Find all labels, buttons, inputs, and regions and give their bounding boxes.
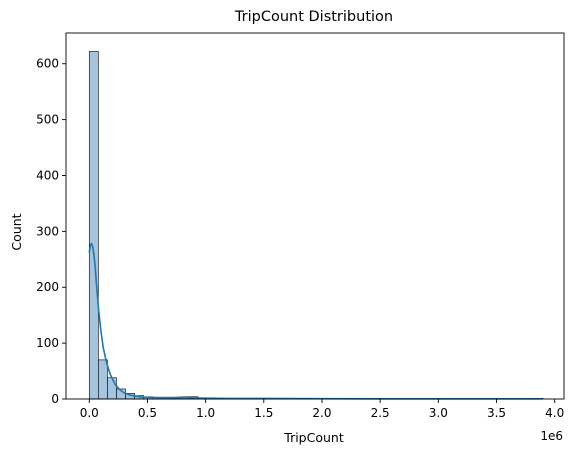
y-tick-label: 200 bbox=[36, 280, 59, 294]
y-tick-label: 0 bbox=[51, 392, 59, 406]
plot-frame bbox=[65, 32, 565, 400]
x-tick-label: 3.5 bbox=[487, 406, 506, 420]
bars-layer bbox=[88, 51, 544, 400]
histogram-bar bbox=[107, 377, 117, 400]
x-tick-label: 0.5 bbox=[138, 406, 157, 420]
y-tick-label: 600 bbox=[36, 57, 59, 71]
y-tick-label: 400 bbox=[36, 168, 59, 182]
x-axis-offset-label: 1e6 bbox=[540, 429, 563, 443]
x-tick-label: 1.0 bbox=[196, 406, 215, 420]
x-axis-label: TripCount bbox=[283, 430, 344, 445]
kde-line bbox=[88, 242, 541, 400]
y-tick-label: 100 bbox=[36, 336, 59, 350]
chart-title: TripCount Distribution bbox=[234, 9, 393, 25]
y-tick-label: 300 bbox=[36, 224, 59, 238]
x-tick-label: 2.5 bbox=[371, 406, 390, 420]
y-axis-ticks: 0 100 200 300 400 500 600 bbox=[36, 57, 66, 406]
y-tick-label: 500 bbox=[36, 113, 59, 127]
x-tick-label: 0.0 bbox=[80, 406, 99, 420]
x-axis-ticks: 0.0 0.5 1.0 1.5 2.0 2.5 3.0 3.5 4.0 bbox=[80, 399, 564, 420]
y-axis-label: Count bbox=[9, 213, 24, 250]
histogram-bar bbox=[98, 359, 108, 400]
x-tick-label: 1.5 bbox=[254, 406, 273, 420]
x-tick-label: 4.0 bbox=[545, 406, 564, 420]
x-tick-label: 3.0 bbox=[429, 406, 448, 420]
histogram-bar bbox=[88, 51, 99, 400]
x-tick-label: 2.0 bbox=[312, 406, 331, 420]
